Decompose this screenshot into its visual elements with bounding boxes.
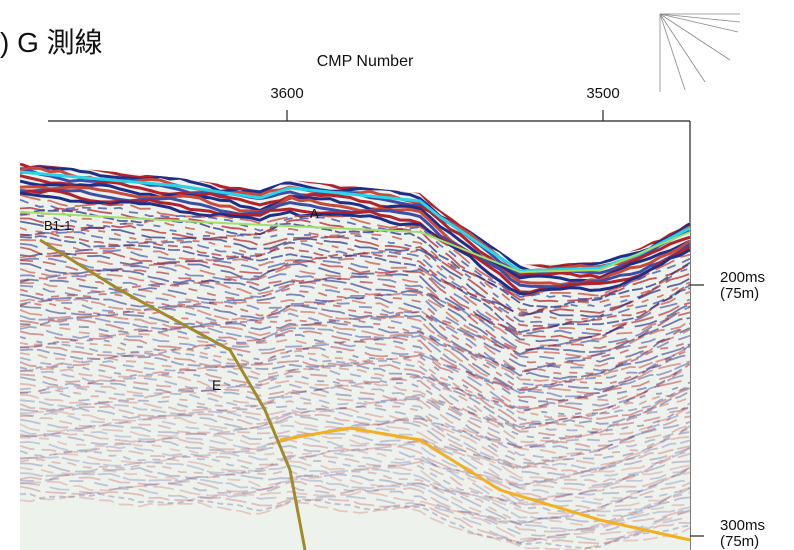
y-tick-label: 200ms	[720, 269, 765, 286]
x-tick-label: 3500	[586, 85, 619, 102]
y-tick-label: 300ms	[720, 517, 765, 534]
x-tick-label: 3600	[270, 85, 303, 102]
figure: ) G 測線 CMP Number 3600 3500 200ms (75m) …	[0, 0, 794, 550]
horizon-label: A	[310, 206, 319, 221]
y-tick-label: (75m)	[720, 533, 759, 550]
y-tick-label: (75m)	[720, 285, 759, 302]
x-axis-label: CMP Number	[317, 53, 414, 70]
inset-diagram	[660, 14, 740, 92]
title: ) G 測線	[0, 27, 103, 58]
seismic-section	[20, 150, 690, 550]
horizon-label: B1-1	[44, 218, 71, 233]
horizon-label: E	[212, 377, 221, 393]
